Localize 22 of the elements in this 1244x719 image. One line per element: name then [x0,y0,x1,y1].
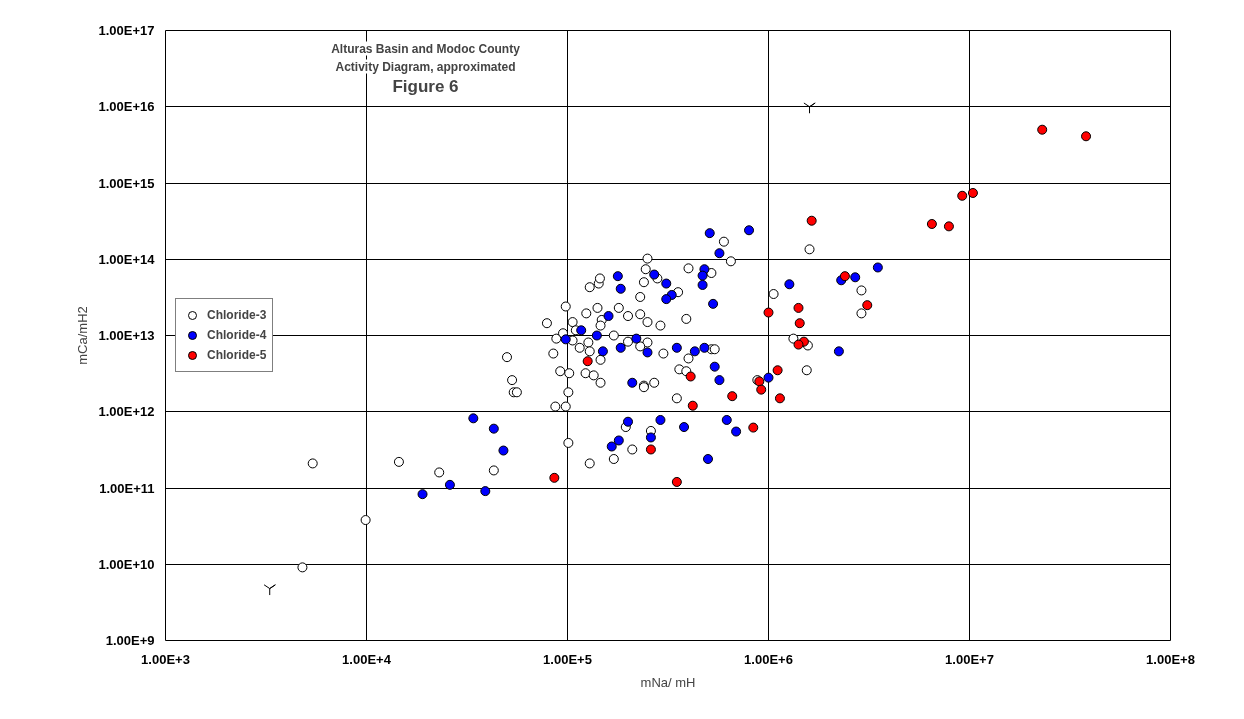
legend-label: Chloride-3 [207,307,267,324]
x-tick-label: 1.00E+3 [141,651,190,667]
x-tick-label: 1.00E+7 [945,651,994,667]
y-tick-label: 1.00E+13 [98,328,155,343]
legend-label: Chloride-5 [207,347,267,364]
y-tick-label: 1.00E+16 [98,99,155,115]
y-tick-label: 1.00E+12 [98,404,155,420]
x-axis-title: mNa/ mH [640,674,696,690]
x-tick-label: 1.00E+8 [1146,651,1195,667]
text: Figure 6 [392,76,459,96]
legend-label: Chloride-4 [207,327,267,344]
x-tick-label: 1.00E+5 [543,651,592,667]
text: Alturas Basin and Modoc County Activity Diagram, approximated [331,41,521,74]
y-tick-label: 1.00E+14 [98,251,156,267]
y-tick-label: 1.00E+9 [105,633,155,648]
y-tick-label: 1.00E+11 [99,480,155,496]
x-tick-label: 1.00E+6 [744,651,793,667]
y-tick-label: 1.00E+17 [98,23,155,38]
y-axis-title: mCa/mH2 [75,306,91,365]
y-tick-label: 1.00E+15 [98,175,155,191]
x-tick-label: 1.00E+4 [342,651,392,667]
y-tick-label: 1.00E+10 [98,556,155,572]
